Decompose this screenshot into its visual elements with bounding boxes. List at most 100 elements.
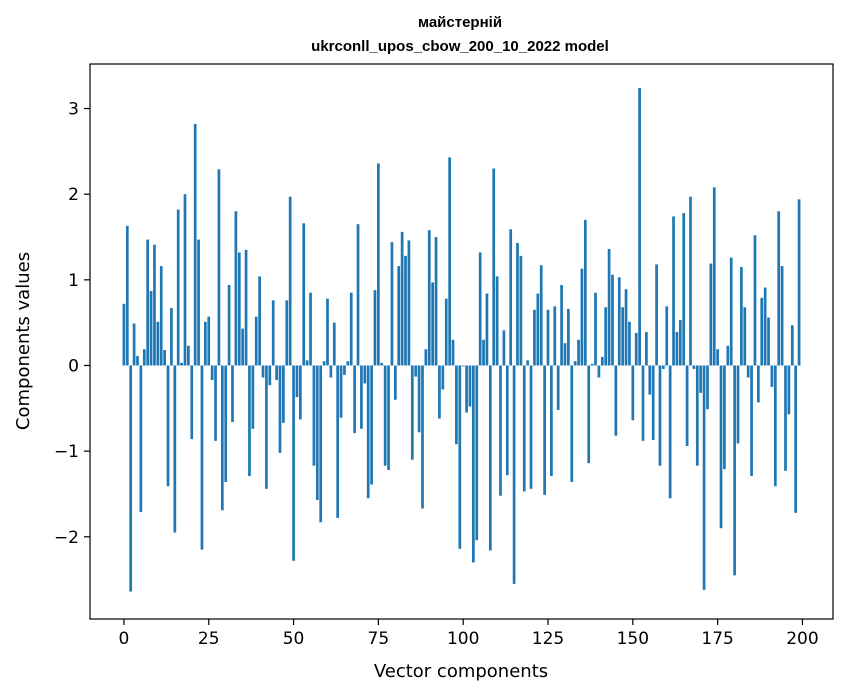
bar: [546, 309, 550, 366]
bar: [404, 255, 407, 366]
bar: [373, 290, 377, 366]
bar: [407, 240, 411, 366]
bar: [268, 365, 272, 386]
bar: [397, 266, 401, 366]
bar: [685, 365, 689, 446]
bar: [726, 345, 730, 366]
bar: [577, 339, 580, 366]
bar: [295, 365, 299, 398]
bar: [706, 365, 709, 410]
bar: [709, 263, 713, 366]
y-tick-label: 1: [68, 271, 79, 291]
x-tick-label: 25: [198, 629, 220, 649]
bars-group: [122, 87, 801, 592]
bar: [550, 365, 553, 476]
bar: [339, 365, 343, 418]
bar: [427, 230, 431, 366]
bar: [448, 157, 451, 366]
bar: [488, 365, 492, 551]
bar: [360, 365, 363, 429]
bar: [332, 322, 336, 366]
bar: [736, 365, 740, 444]
bar: [533, 309, 536, 366]
bar: [689, 196, 692, 366]
bar: [485, 293, 489, 366]
bar: [410, 365, 414, 460]
x-tick-label: 200: [786, 629, 818, 649]
bar: [658, 365, 662, 466]
bar: [193, 123, 197, 366]
bar: [393, 365, 397, 400]
bar: [132, 323, 136, 366]
bar: [570, 365, 574, 482]
bar: [695, 365, 699, 466]
bar: [156, 321, 160, 366]
bar: [414, 365, 418, 377]
bar: [146, 239, 150, 366]
bar: [760, 297, 764, 366]
bar: [499, 365, 502, 496]
bar: [797, 199, 801, 366]
bar: [315, 365, 319, 500]
bar: [241, 328, 245, 366]
bar: [526, 360, 530, 366]
bar: [567, 308, 570, 366]
bar: [699, 365, 703, 393]
bar: [210, 365, 214, 381]
bar: [648, 365, 652, 395]
bar: [502, 330, 506, 366]
bar: [624, 289, 628, 366]
bar: [675, 332, 679, 366]
bar: [207, 316, 211, 366]
bar: [614, 365, 618, 436]
bar: [628, 321, 631, 366]
bar: [336, 365, 340, 518]
bar: [248, 365, 251, 476]
bar: [441, 365, 445, 390]
bar: [319, 365, 323, 523]
bar: [129, 365, 133, 592]
bar: [356, 224, 360, 366]
bar: [536, 293, 540, 366]
bar: [645, 332, 648, 366]
y-tick-label: 3: [68, 100, 79, 120]
bar: [580, 268, 584, 366]
bar: [743, 307, 747, 366]
bar: [716, 349, 719, 366]
bar: [638, 87, 641, 366]
bar: [651, 365, 655, 440]
bar: [763, 287, 767, 366]
bar: [377, 163, 380, 366]
bar: [214, 365, 217, 441]
bar: [421, 365, 424, 509]
bar: [187, 345, 190, 366]
x-tick-label: 125: [532, 629, 564, 649]
bar: [733, 365, 736, 576]
bar: [478, 252, 482, 366]
bar: [794, 365, 798, 513]
bar: [312, 365, 316, 466]
x-axis-ticks: 0 25 50 75 100 125 150 175 200: [119, 619, 819, 649]
bar: [254, 316, 258, 366]
y-axis-label: Components values: [13, 252, 34, 430]
bar: [170, 308, 173, 366]
bar: [461, 365, 465, 367]
bar: [563, 343, 567, 366]
bar: [149, 290, 153, 366]
bar: [159, 266, 163, 366]
bar: [773, 365, 777, 487]
x-tick-label: 75: [368, 629, 390, 649]
bar: [641, 365, 645, 441]
bar: [750, 365, 753, 476]
bar: [617, 277, 621, 366]
bar: [322, 361, 326, 366]
bar: [790, 325, 794, 366]
bar: [787, 365, 791, 415]
bar: [197, 239, 200, 366]
bar: [244, 249, 248, 366]
bar: [539, 265, 543, 366]
bar: [285, 300, 289, 366]
bar: [173, 365, 177, 533]
bar: [678, 320, 682, 366]
